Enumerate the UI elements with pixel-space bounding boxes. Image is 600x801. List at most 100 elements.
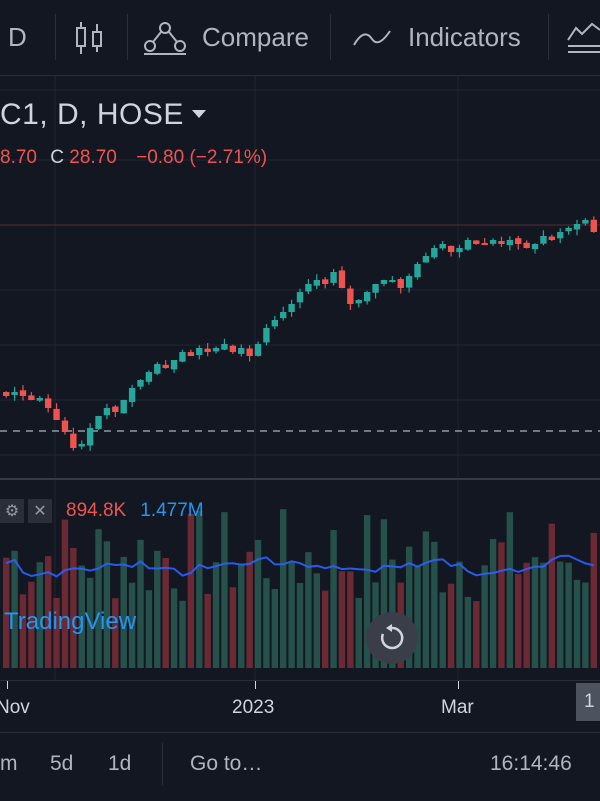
interval-button[interactable]: D	[8, 0, 27, 75]
volume-bar	[582, 583, 588, 668]
range-label: 1d	[108, 752, 131, 776]
range-button-1m[interactable]: m	[0, 733, 18, 795]
candle-body	[532, 244, 538, 249]
candle-body	[20, 390, 26, 396]
volume-bar	[423, 531, 429, 668]
volume-bar	[515, 574, 521, 668]
compare-button[interactable]: Compare	[142, 0, 309, 75]
candle-body	[3, 392, 9, 396]
candle-body	[28, 395, 34, 400]
candle-body	[574, 224, 580, 229]
candle-body	[423, 256, 429, 262]
close-icon[interactable]: ✕	[28, 499, 52, 523]
candle-body	[364, 292, 370, 301]
compare-label: Compare	[202, 22, 309, 53]
candle-body	[87, 428, 93, 445]
range-button-5d[interactable]: 5d	[50, 733, 73, 795]
volume-bar	[171, 588, 177, 668]
x-tick	[7, 681, 8, 689]
volume-bar	[238, 565, 244, 668]
volume-bar	[213, 562, 219, 668]
volume-bar	[104, 541, 110, 668]
candle-body	[62, 421, 68, 432]
indicators-button[interactable]: Indicators	[352, 0, 521, 75]
clock-text: 16:14:46	[490, 752, 572, 776]
symbol-title-text: C1, D, HOSE	[0, 98, 184, 131]
volume-value: 894.8K	[66, 500, 126, 522]
candle-body	[37, 398, 43, 401]
goto-button[interactable]: Go to…	[190, 733, 262, 795]
volume-bar	[574, 580, 580, 668]
volume-bar	[498, 542, 504, 668]
candle-body	[582, 220, 588, 224]
candle-body	[414, 264, 420, 277]
candle-body	[104, 408, 110, 415]
candle-body	[549, 237, 555, 240]
candle-body	[179, 352, 185, 362]
chart-type-button[interactable]	[72, 0, 106, 75]
volume-bar	[305, 552, 311, 668]
templates-icon	[566, 18, 600, 58]
settings-icon[interactable]: ⚙	[0, 499, 24, 523]
bottom-divider	[162, 743, 163, 785]
candle-body	[372, 284, 378, 293]
candle-body	[45, 398, 51, 408]
volume-bar	[540, 563, 546, 668]
volume-bar	[246, 552, 252, 668]
candle-body	[406, 276, 412, 288]
templates-button[interactable]	[566, 0, 600, 75]
tradingview-watermark: TradingView	[4, 608, 136, 636]
x-crosshair-badge: 1	[576, 683, 600, 721]
candle-body	[565, 228, 571, 231]
volume-bar	[532, 557, 538, 668]
candle-body	[288, 304, 294, 312]
volume-bar	[196, 511, 202, 668]
candle-body	[297, 292, 303, 302]
candle-body	[473, 240, 479, 244]
volume-bar	[162, 558, 168, 668]
candle-body	[339, 270, 345, 288]
volume-bar	[288, 562, 294, 668]
candle-body	[221, 344, 227, 350]
volume-legend: ⚙ ✕ 894.8K 1.477M	[0, 496, 204, 526]
candle-body	[213, 348, 219, 351]
range-button-1d[interactable]: 1d	[108, 733, 131, 795]
candle-body	[465, 240, 471, 250]
candle-body	[230, 346, 236, 352]
candle-body	[95, 416, 101, 429]
volume-bar	[204, 594, 210, 668]
open-value: 8.70	[0, 147, 37, 168]
x-label-nov: Nov	[0, 697, 30, 719]
volume-bar	[280, 509, 286, 668]
volume-bar	[465, 597, 471, 668]
clock: 16:14:46	[490, 733, 572, 795]
candle-body	[515, 238, 521, 244]
candle-body	[431, 248, 437, 257]
toolbar-divider	[330, 14, 331, 60]
candle-body	[263, 328, 269, 342]
volume-bar	[230, 587, 236, 668]
candle-body	[129, 388, 135, 402]
candle-body	[79, 444, 85, 447]
candle-body	[246, 348, 252, 356]
toolbar-divider	[55, 14, 56, 60]
volume-bar	[456, 562, 462, 668]
candle-body	[121, 400, 127, 413]
ohlc-legend: 8.70 C 28.70 −0.80 (−2.71%)	[0, 147, 267, 169]
volume-ma-line	[6, 556, 594, 577]
candle-body	[389, 280, 395, 282]
indicators-icon	[352, 23, 392, 53]
reset-chart-button[interactable]	[366, 612, 418, 664]
volume-bar	[565, 563, 571, 668]
candle-body	[440, 244, 446, 248]
candle-body	[154, 364, 160, 374]
candle-body	[314, 280, 320, 286]
candle-body	[280, 312, 286, 318]
volume-bar	[448, 584, 454, 668]
volume-bar	[62, 520, 68, 668]
symbol-title[interactable]: C1, D, HOSE	[0, 98, 206, 132]
volume-bar	[557, 562, 563, 668]
range-label: 5d	[50, 752, 73, 776]
candle-body	[255, 344, 261, 356]
time-axis[interactable]: Nov 2023 Mar 1	[0, 680, 600, 731]
